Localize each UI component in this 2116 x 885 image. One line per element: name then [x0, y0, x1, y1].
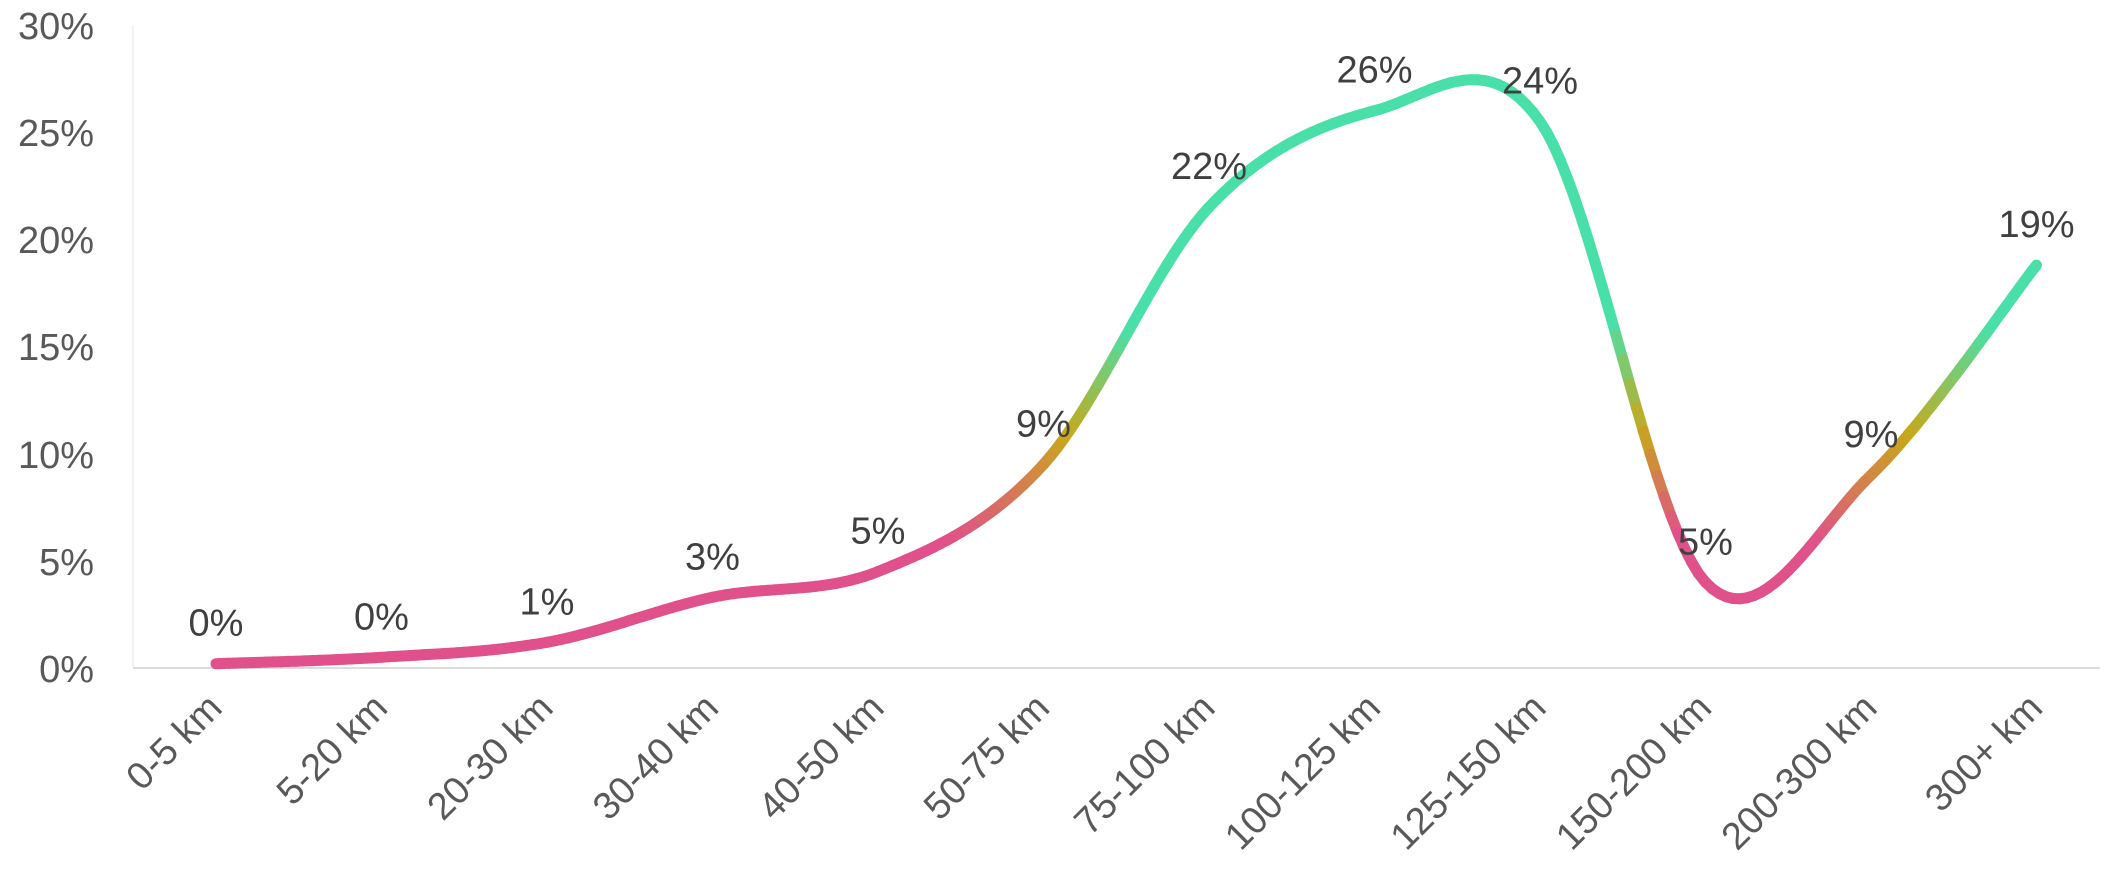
x-tick-label: 150-200 km — [1548, 687, 1720, 859]
x-tick-label: 200-300 km — [1714, 687, 1886, 859]
y-tick-label: 30% — [18, 6, 94, 48]
series-line-group — [210, 74, 2042, 670]
y-tick-label: 25% — [18, 113, 94, 155]
x-tick-label: 125-150 km — [1383, 687, 1555, 859]
data-label: 0% — [354, 596, 409, 638]
data-label: 1% — [520, 581, 575, 623]
data-label: 22% — [1171, 146, 1247, 188]
y-tick-label: 10% — [18, 435, 94, 477]
y-tick-label: 20% — [18, 220, 94, 262]
data-label: 26% — [1336, 50, 1412, 92]
data-label: 9% — [1844, 414, 1899, 456]
x-tick-label: 5-20 km — [269, 687, 396, 814]
data-label: 9% — [1016, 403, 1071, 445]
x-tick-label: 40-50 km — [751, 687, 893, 829]
x-tick-label: 20-30 km — [420, 687, 562, 829]
x-tick-label: 50-75 km — [916, 687, 1058, 829]
x-tick-label: 0-5 km — [119, 687, 231, 799]
data-label: 5% — [851, 511, 906, 553]
y-tick-label: 0% — [39, 649, 94, 691]
x-tick-label: 75-100 km — [1067, 687, 1224, 844]
y-axis: 0% 5% 10% 15% 20% 25% 30% — [18, 6, 94, 691]
x-axis: 0-5 km 5-20 km 20-30 km 30-40 km 40-50 km 50-… — [119, 687, 2051, 859]
data-label: 0% — [189, 603, 244, 645]
data-labels: 0% 0% 1% 3% 5% 9% 22% 26% 24% 5% 9% 19% — [189, 50, 2075, 645]
x-tick-label: 30-40 km — [585, 687, 727, 829]
x-tick-label: 300+ km — [1917, 687, 2051, 821]
y-tick-label: 5% — [39, 542, 94, 584]
y-tick-label: 15% — [18, 327, 94, 369]
data-label: 24% — [1502, 61, 1578, 103]
data-label: 19% — [1998, 204, 2074, 246]
x-tick-label: 100-125 km — [1217, 687, 1389, 859]
data-label: 5% — [1678, 521, 1733, 563]
data-label: 3% — [685, 536, 740, 578]
series-line-segment — [2027, 259, 2042, 276]
